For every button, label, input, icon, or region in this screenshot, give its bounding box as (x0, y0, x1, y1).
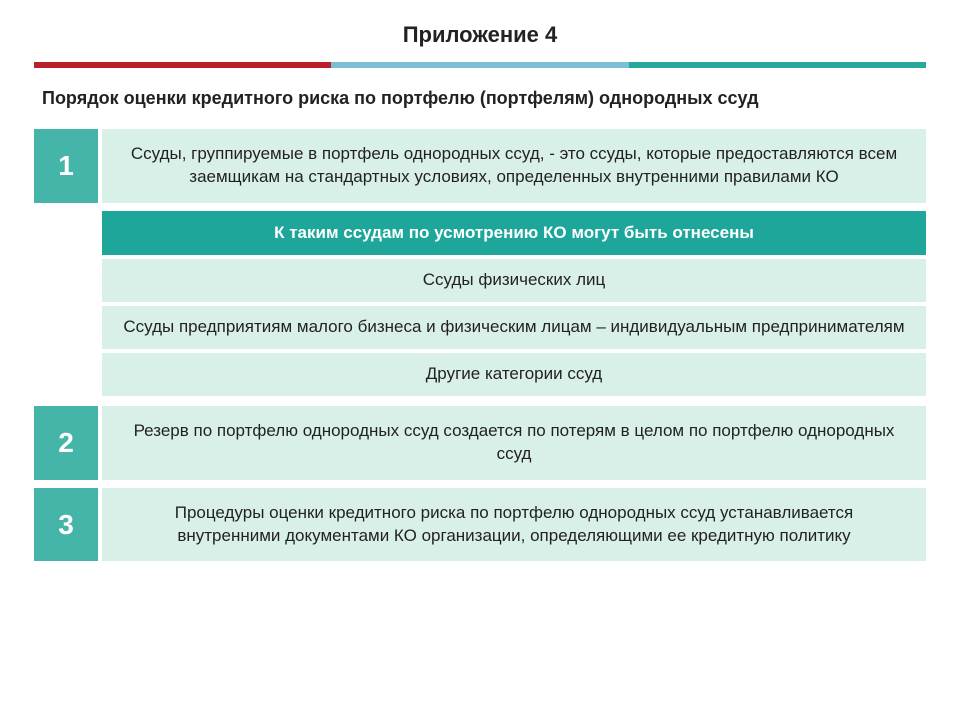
list-row-2: 2 Резерв по портфелю однородных ссуд соз… (34, 406, 926, 480)
row-body: Процедуры оценки кредитного риска по пор… (102, 488, 926, 562)
inset-item: Ссуды предприятиям малого бизнеса и физи… (102, 306, 926, 349)
list-row-3: 3 Процедуры оценки кредитного риска по п… (34, 488, 926, 562)
accent-bar (34, 62, 926, 68)
row-body: Ссуды, группируемые в портфель однородны… (102, 129, 926, 203)
inset-header: К таким ссудам по усмотрению КО могут бы… (102, 211, 926, 255)
page-title: Приложение 4 (34, 22, 926, 48)
row-body: Резерв по портфелю однородных ссуд созда… (102, 406, 926, 480)
slide-container: Приложение 4 Порядок оценки кредитного р… (0, 0, 960, 720)
row-number-badge: 2 (34, 406, 98, 480)
row-number-badge: 1 (34, 129, 98, 203)
subtitle: Порядок оценки кредитного риска по портф… (42, 88, 918, 109)
accent-segment-1 (34, 62, 331, 68)
inset-item: Другие категории ссуд (102, 353, 926, 396)
accent-segment-3 (629, 62, 926, 68)
list-row-1: 1 Ссуды, группируемые в портфель однород… (34, 129, 926, 203)
accent-segment-2 (331, 62, 628, 68)
inset-block: К таким ссудам по усмотрению КО могут бы… (102, 211, 926, 396)
row-number-badge: 3 (34, 488, 98, 562)
inset-item: Ссуды физических лиц (102, 259, 926, 302)
